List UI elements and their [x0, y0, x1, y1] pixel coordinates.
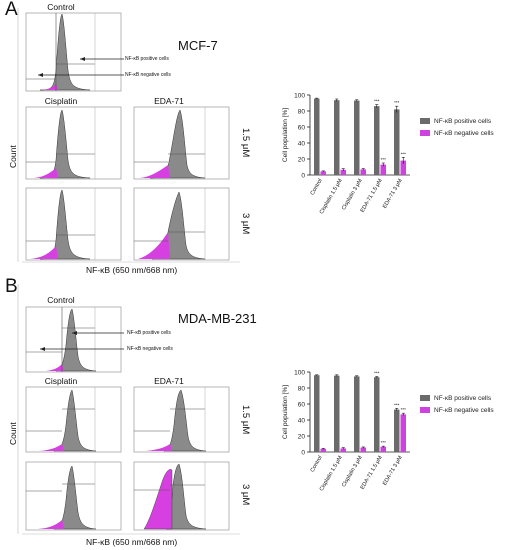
bar-b-0-0 [314, 375, 320, 452]
bar-b-0-3 [374, 377, 380, 452]
legend-label-1: NF-κB negative cells [434, 407, 494, 414]
histogram-a-cisplatin-1 [25, 106, 122, 180]
x-tick-label: EDA-71 1.5 μM [360, 178, 384, 214]
control-title-b: Control [47, 295, 75, 305]
cell-line-a: MCF-7 [178, 38, 218, 53]
histogram-a-control [25, 12, 124, 92]
bar-a-0-3 [374, 106, 380, 175]
y-tick-label: 80 [298, 109, 306, 116]
bar-a-1-3 [380, 164, 386, 175]
y-tick-label: 40 [298, 141, 306, 148]
x-tick-label: EDA-71 3 μM [382, 455, 404, 487]
histogram-b-control [25, 306, 124, 373]
bar-b-1-2 [360, 447, 366, 452]
significance-mark: *** [401, 151, 407, 156]
bar-a-0-0 [314, 98, 320, 175]
bar-a-0-1 [334, 100, 340, 175]
histogram-a-eda71-1 [133, 106, 230, 180]
annotation-positive-b: NF-κB positive cells [127, 330, 171, 336]
bar-a-0-4 [394, 109, 400, 175]
histogram-b-eda71-3 [133, 461, 230, 531]
legend-swatch-1 [420, 130, 430, 136]
bar-b-1-4 [400, 414, 406, 452]
legend-swatch-0 [420, 118, 430, 124]
legend-label-1: NF-κB negative cells [434, 130, 494, 137]
significance-mark: *** [394, 100, 400, 105]
significance-mark: *** [381, 440, 387, 445]
x-tick-label: Cisplatin 3 μM [341, 178, 364, 212]
count-label-b: Count [8, 422, 18, 445]
dose-label-b-1: 1.5 μM [240, 405, 251, 435]
panel-letter-a: A [5, 0, 18, 20]
significance-mark: *** [374, 371, 380, 376]
y-tick-label: 20 [298, 157, 306, 164]
treatment-title-b-2: EDA-71 [154, 376, 184, 386]
bar-a-1-4 [400, 160, 406, 175]
legend-swatch-1 [420, 407, 430, 413]
x-tick-label: EDA-71 3 μM [382, 178, 404, 210]
bar-b-0-1 [334, 375, 340, 452]
bar-b-0-4 [394, 409, 400, 452]
bar-a-1-0 [320, 171, 326, 175]
treatment-title-a-1: Cisplatin [44, 96, 78, 106]
histogram-a-eda71-3 [133, 187, 230, 261]
bar-b-1-0 [320, 448, 326, 452]
legend-label-0: NF-κB positive cells [434, 395, 492, 402]
bar-b-0-2 [354, 376, 360, 452]
x-axis-title-b: NF-κB (650 nm/668 nm) [86, 537, 178, 547]
bar-b-1-3 [380, 446, 386, 452]
significance-mark: *** [394, 402, 400, 407]
y-axis-title: Cell population [%] [282, 385, 289, 439]
y-tick-label: 80 [298, 386, 306, 393]
annotation-negative-a: NF-κB negative cells [125, 72, 171, 78]
annotation-positive-a: NF-κB positive cells [125, 56, 169, 62]
histogram-a-cisplatin-3 [25, 187, 122, 261]
significance-mark: *** [374, 99, 380, 104]
y-tick-label: 40 [298, 418, 306, 425]
x-tick-label: Cisplatin 3 μM [341, 455, 364, 489]
histogram-b-eda71-1 [133, 386, 230, 453]
y-tick-label: 60 [298, 125, 306, 132]
x-tick-label: Control [310, 178, 324, 196]
treatment-title-b-1: Cisplatin [44, 376, 78, 386]
bar-b-1-1 [340, 448, 346, 452]
bar-a-1-1 [340, 169, 346, 175]
cell-line-b: MDA-MB-231 [178, 311, 257, 326]
x-tick-label: Control [310, 455, 324, 473]
y-tick-label: 60 [298, 402, 306, 409]
treatment-title-a-2: EDA-71 [154, 96, 184, 106]
y-axis-title: Cell population [%] [282, 108, 289, 162]
x-tick-label: EDA-71 1.5 μM [360, 455, 384, 491]
panel-letter-b: B [5, 276, 18, 297]
x-axis-title-a: NF-κB (650 nm/668 nm) [86, 265, 178, 275]
x-tick-label: Cisplatin 1.5 μM [319, 178, 344, 216]
bar-a-0-2 [354, 100, 360, 175]
control-title-a: Control [47, 2, 75, 12]
histogram-b-cisplatin-1 [25, 386, 122, 453]
significance-mark: *** [401, 407, 407, 412]
y-tick-label: 100 [294, 93, 305, 100]
dose-label-b-2: 3 μM [240, 484, 251, 506]
histogram-b-cisplatin-3 [25, 461, 122, 531]
legend-swatch-0 [420, 395, 430, 401]
legend-label-0: NF-κB positive cells [434, 118, 492, 125]
significance-mark: *** [381, 157, 387, 162]
y-tick-label: 0 [301, 173, 305, 180]
y-tick-label: 0 [301, 450, 305, 457]
y-tick-label: 20 [298, 434, 306, 441]
annotation-negative-b: NF-κB negative cells [127, 346, 173, 352]
x-tick-label: Cisplatin 1.5 μM [319, 455, 344, 493]
bar-a-1-2 [360, 169, 366, 175]
y-tick-label: 100 [294, 370, 305, 377]
